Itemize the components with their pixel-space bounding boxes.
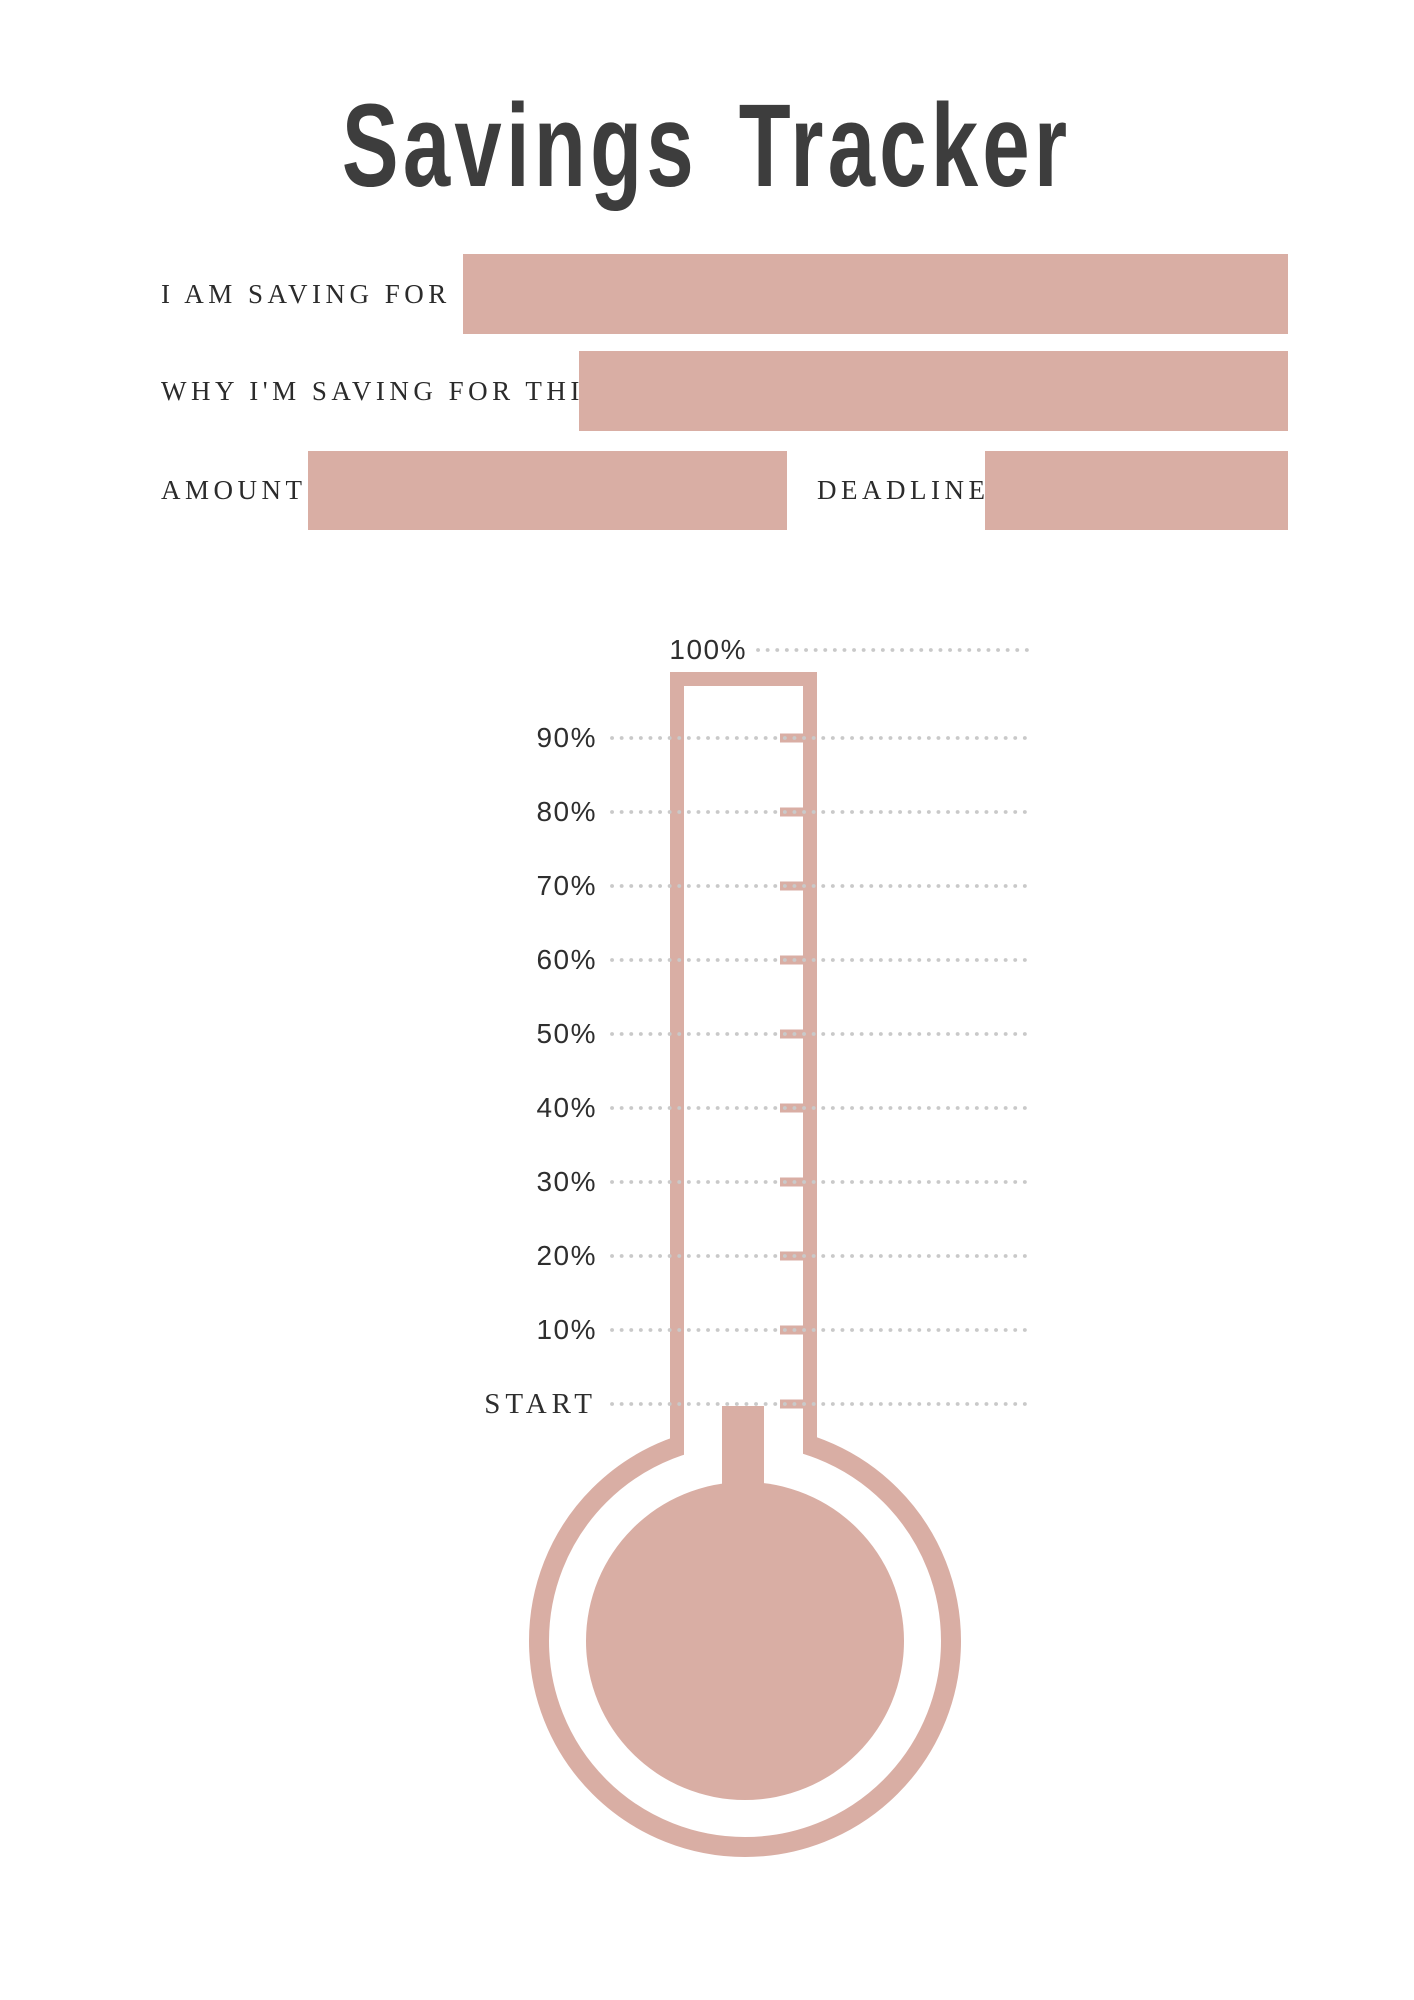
level-label-70: 70%	[536, 870, 597, 901]
level-label-80: 80%	[536, 796, 597, 827]
level-label-30: 30%	[536, 1166, 597, 1197]
level-label-60: 60%	[536, 944, 597, 975]
why-saving-label: WHY I'M SAVING FOR THIS	[161, 376, 604, 406]
level-label-90: 90%	[536, 722, 597, 753]
tube-interior	[684, 686, 803, 1520]
tube-cap	[670, 672, 817, 686]
page-title: Savings Tracker	[342, 80, 1072, 212]
amount-label: AMOUNT	[161, 475, 307, 505]
why-saving-field[interactable]	[579, 351, 1288, 431]
deadline-label: DEADLINE	[817, 475, 990, 505]
level-label-10: 10%	[536, 1314, 597, 1345]
tube-wall-left	[670, 672, 684, 1445]
thermometer-graphic	[529, 648, 1029, 1857]
level-label-100: 100%	[669, 634, 747, 665]
deadline-field[interactable]	[985, 451, 1288, 530]
tube-wall-right	[803, 672, 817, 1445]
dotted-leader-lines	[610, 648, 1029, 1406]
title-container: Savings Tracker	[0, 87, 1414, 205]
bulb-fill	[586, 1482, 904, 1800]
amount-field[interactable]	[308, 451, 787, 530]
level-label-start: START	[484, 1388, 597, 1420]
level-label-20: 20%	[536, 1240, 597, 1271]
saving-for-label: I AM SAVING FOR	[161, 279, 451, 309]
saving-for-field[interactable]	[463, 254, 1288, 334]
level-label-50: 50%	[536, 1018, 597, 1049]
tick-marks	[780, 733, 803, 1409]
level-label-40: 40%	[536, 1092, 597, 1123]
